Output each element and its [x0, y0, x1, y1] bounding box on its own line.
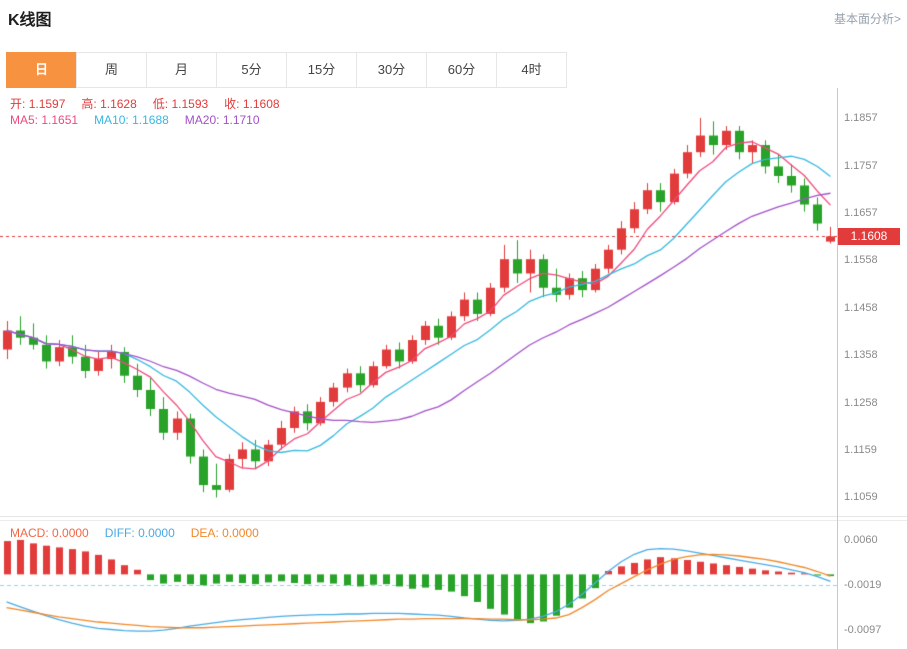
tab-4hour[interactable]: 4时 — [496, 52, 567, 88]
current-price-badge: 1.1608 — [838, 228, 900, 246]
ohlc-legend: 开: 1.1597 高: 1.1628 低: 1.1593 收: 1.1608 — [10, 95, 296, 112]
tab-15min[interactable]: 15分 — [286, 52, 357, 88]
ohlc-open: 开: 1.1597 — [10, 97, 66, 111]
y-axis-tick: -0.0097 — [844, 624, 882, 637]
ma-legend: MA5: 1.1651 MA10: 1.1688 MA20: 1.1710 — [10, 113, 276, 127]
ma5-legend: MA5: 1.1651 — [10, 113, 79, 127]
y-axis-tick: -0.0019 — [844, 579, 882, 592]
macd-value-legend: MACD: 0.0000 — [10, 526, 89, 540]
candlestick-chart-canvas[interactable] — [0, 88, 837, 516]
macd-legend: MACD: 0.0000 DIFF: 0.0000 DEA: 0.0000 — [10, 526, 275, 540]
y-axis-tick: 1.1358 — [844, 349, 878, 362]
tab-30min[interactable]: 30分 — [356, 52, 427, 88]
y-axis-tick: 1.1857 — [844, 111, 878, 124]
tab-weekly[interactable]: 周 — [76, 52, 147, 88]
fundamental-analysis-link[interactable]: 基本面分析> — [833, 12, 901, 26]
tab-5min[interactable]: 5分 — [216, 52, 287, 88]
y-axis-tick: 0.0060 — [844, 533, 878, 546]
ohlc-close: 收: 1.1608 — [224, 97, 280, 111]
chart-area: 1.1857 1.1757 1.1657 1.1558 1.1458 1.1358 1.12… — [0, 88, 907, 649]
macd-chart-canvas[interactable] — [0, 521, 837, 649]
y-axis-tick: 1.1558 — [844, 254, 878, 267]
tab-daily[interactable]: 日 — [6, 52, 77, 88]
y-axis-tick: 1.1159 — [844, 443, 877, 456]
tab-monthly[interactable]: 月 — [146, 52, 217, 88]
ma10-legend: MA10: 1.1688 — [94, 113, 169, 127]
diff-value-legend: DIFF: 0.0000 — [104, 526, 175, 540]
ohlc-high: 高: 1.1628 — [81, 97, 137, 111]
ohlc-low: 低: 1.1593 — [152, 97, 209, 111]
y-axis-tick: 1.1757 — [844, 159, 878, 172]
y-axis-tick: 1.1458 — [844, 301, 878, 314]
y-axis: 1.1857 1.1757 1.1657 1.1558 1.1458 1.1358 1.12… — [837, 88, 907, 649]
y-axis-tick: 1.1059 — [844, 491, 878, 504]
page-title: K线图 — [8, 12, 52, 29]
y-axis-tick: 1.1258 — [844, 396, 878, 409]
period-tabs: 日 周 月 5分 15分 30分 60分 4时 — [6, 52, 567, 88]
y-axis-tick: 1.1657 — [844, 207, 878, 220]
ma20-legend: MA20: 1.1710 — [184, 113, 260, 127]
dea-value-legend: DEA: 0.0000 — [190, 526, 259, 540]
tab-60min[interactable]: 60分 — [426, 52, 497, 88]
pane-divider — [0, 516, 907, 521]
